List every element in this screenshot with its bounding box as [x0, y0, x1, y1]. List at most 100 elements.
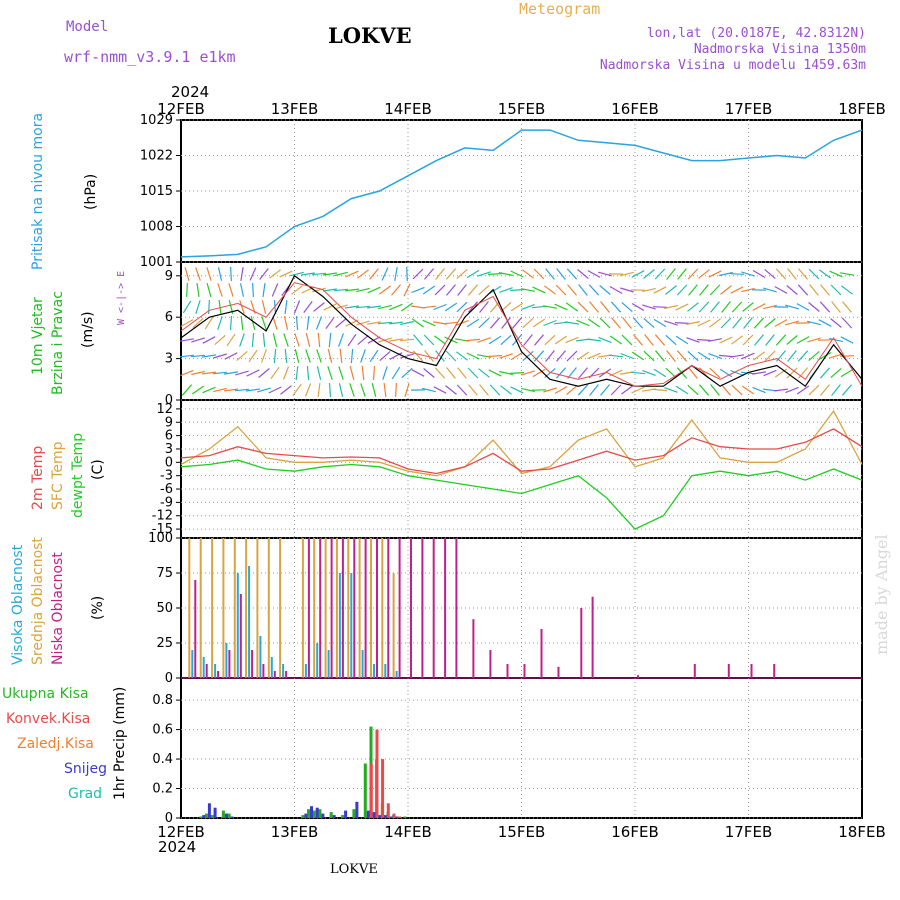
wind-arrow — [360, 383, 366, 397]
wind-arrow — [807, 320, 821, 326]
wind-arrow — [818, 319, 832, 327]
y-tick-label: 1001 — [140, 255, 173, 270]
wind-arrow — [554, 385, 568, 395]
wind-arrow — [752, 386, 766, 394]
wind-arrow — [389, 303, 403, 311]
wind-arrow — [195, 267, 201, 281]
precip-bar — [366, 810, 370, 818]
wind-arrow — [741, 385, 755, 395]
wind-arrow — [369, 268, 379, 280]
wind-arrow — [466, 352, 480, 360]
wind-arrow — [457, 284, 467, 296]
wind-arrow — [334, 271, 348, 277]
wind-arrow — [383, 383, 387, 397]
wind-arrow — [349, 366, 355, 380]
wind-arrow — [587, 318, 601, 328]
precip-bar — [383, 815, 387, 818]
y-tick-label: -9 — [160, 495, 173, 510]
wind-arrow — [394, 266, 398, 282]
wind-arrow — [630, 371, 646, 375]
wind-arrow — [212, 371, 228, 375]
wind-arrow — [312, 287, 326, 293]
wind-arrow — [446, 367, 456, 379]
wind-arrow — [369, 349, 379, 363]
wind-arrow — [335, 318, 347, 328]
wind-arrow — [328, 332, 332, 348]
wind-arrow — [621, 334, 633, 346]
wind-arrow — [578, 367, 588, 379]
temp-ylabel-c: dewpt Temp — [70, 432, 86, 518]
precip-bar — [202, 815, 206, 818]
y-tick-label: -3 — [160, 469, 173, 484]
wind-arrow — [311, 272, 327, 276]
wind-arrow — [445, 268, 457, 280]
wind-arrow — [787, 350, 797, 362]
x-tick-label-top: 16FEB — [611, 100, 658, 118]
precip-bar — [398, 816, 402, 818]
wind-arrow — [675, 335, 689, 345]
wind-arrow — [665, 285, 677, 295]
wind-arrow — [510, 302, 524, 312]
model-altitude-label: Nadmorska Visina u modelu 1459.63m — [599, 58, 866, 73]
wind-arrow — [598, 336, 612, 344]
wind-arrow — [434, 284, 446, 296]
wind-arrow — [489, 301, 501, 313]
wind-arrow — [323, 272, 337, 276]
wind-arrow — [842, 301, 852, 313]
wind-arrow — [196, 283, 200, 297]
wind-arrow — [567, 284, 577, 296]
x-tick-label-bottom: 16FEB — [611, 823, 658, 841]
wind-arrow — [391, 366, 401, 380]
precip-label-total: Ukupna Kisa — [2, 686, 89, 702]
wind-arrow — [180, 354, 194, 358]
wind-arrow — [259, 268, 269, 280]
wind-arrow — [400, 353, 414, 359]
x-tick-label-bottom: 17FEB — [725, 823, 772, 841]
precip-bar — [344, 810, 348, 818]
wind-arrow — [422, 285, 436, 295]
footer-station: LOKVE — [330, 862, 378, 877]
wind-arrow — [500, 385, 512, 395]
wind-arrow — [786, 285, 798, 295]
wind-arrow — [411, 369, 425, 377]
wind-arrow — [818, 269, 832, 279]
wind-arrow — [467, 367, 479, 379]
wind-arrow — [631, 270, 645, 278]
wind-arrow — [674, 322, 690, 324]
wind-arrow — [411, 286, 425, 294]
wind-arrow — [378, 285, 392, 295]
wind-arrow — [653, 368, 667, 378]
wind-arrow — [234, 388, 250, 392]
wind-arrow — [655, 350, 665, 362]
wind-arrow — [487, 354, 503, 358]
wind-arrow — [333, 288, 349, 292]
precip-bar — [318, 809, 322, 818]
wind-arrow — [688, 284, 698, 296]
wind-arrow — [279, 270, 293, 278]
wind-arrow — [687, 384, 699, 396]
wind-arrow — [709, 284, 721, 296]
wind-arrow — [840, 368, 854, 378]
wind-arrow — [731, 384, 743, 396]
wind-arrow — [764, 268, 776, 280]
wind-arrow — [424, 268, 434, 280]
precip-bar — [386, 803, 390, 818]
wind-arrow — [610, 301, 622, 313]
wind-arrow — [293, 300, 301, 314]
wind-arrow — [357, 269, 369, 279]
wind-arrow — [643, 317, 655, 329]
wind-arrow — [404, 383, 410, 397]
wind-arrow — [621, 301, 633, 313]
wind-arrow — [423, 334, 435, 346]
wind-arrow — [774, 368, 788, 378]
wind-arrow — [236, 350, 248, 362]
wind-arrow — [587, 338, 601, 342]
wind-arrow — [633, 334, 643, 346]
wind-arrow — [697, 351, 711, 361]
wind-arrow — [609, 335, 623, 345]
wind-arrow — [317, 383, 321, 397]
precip-bar — [341, 815, 345, 818]
wind-arrow — [653, 318, 667, 328]
wind-arrow — [202, 371, 216, 375]
